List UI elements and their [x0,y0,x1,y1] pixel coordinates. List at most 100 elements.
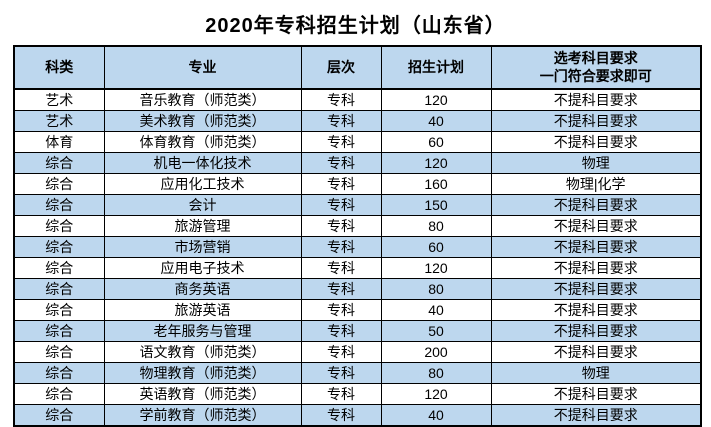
cell-major: 应用化工技术 [103,173,302,195]
cell-category: 综合 [13,257,105,279]
cell-category: 艺术 [13,110,105,132]
header-category: 科类 [13,45,105,90]
cell-major: 体育教育（师范类） [103,131,302,153]
cell-enrollment-plan: 120 [380,257,492,279]
cell-major: 会计 [103,194,302,216]
cell-enrollment-plan: 60 [380,236,492,258]
cell-level: 专科 [300,383,382,405]
cell-enrollment-plan: 80 [380,215,492,237]
cell-level: 专科 [300,404,382,427]
table-row: 综合 英语教育（师范类） 专科 120 不提科目要求 [13,383,702,405]
cell-major: 商务英语 [103,278,302,300]
cell-subject-requirement: 不提科目要求 [490,88,702,111]
cell-category: 综合 [13,194,105,216]
cell-category: 综合 [13,404,105,427]
cell-subject-requirement: 不提科目要求 [490,320,702,342]
cell-major: 旅游英语 [103,299,302,321]
table-row: 体育 体育教育（师范类） 专科 60 不提科目要求 [13,131,702,153]
cell-level: 专科 [300,236,382,258]
cell-major: 音乐教育（师范类） [103,88,302,111]
table-row: 综合 市场营销 专科 60 不提科目要求 [13,236,702,258]
cell-major: 美术教育（师范类） [103,110,302,132]
header-row: 科类 专业 层次 招生计划 选考科目要求 一门符合要求即可 [13,45,702,90]
cell-level: 专科 [300,320,382,342]
cell-enrollment-plan: 150 [380,194,492,216]
table-body: 艺术 音乐教育（师范类） 专科 120 不提科目要求 艺术 美术教育（师范类） 专科 40 不提科… [13,88,702,427]
cell-subject-requirement: 不提科目要求 [490,236,702,258]
cell-subject-requirement: 物理|化学 [490,173,702,195]
cell-subject-requirement: 不提科目要求 [490,194,702,216]
cell-subject-requirement: 物理 [490,152,702,174]
cell-category: 艺术 [13,88,105,111]
cell-level: 专科 [300,88,382,111]
table-row: 艺术 美术教育（师范类） 专科 40 不提科目要求 [13,110,702,132]
cell-category: 综合 [13,320,105,342]
cell-category: 综合 [13,278,105,300]
cell-major: 市场营销 [103,236,302,258]
table-row: 综合 语文教育（师范类） 专科 200 不提科目要求 [13,341,702,363]
table-row: 综合 老年服务与管理 专科 50 不提科目要求 [13,320,702,342]
header-major: 专业 [103,45,302,90]
cell-category: 综合 [13,152,105,174]
cell-level: 专科 [300,215,382,237]
header-subject-requirement: 选考科目要求 一门符合要求即可 [490,45,702,90]
cell-major: 英语教育（师范类） [103,383,302,405]
cell-level: 专科 [300,194,382,216]
cell-subject-requirement: 不提科目要求 [490,299,702,321]
table-row: 艺术 音乐教育（师范类） 专科 120 不提科目要求 [13,88,702,111]
cell-subject-requirement: 不提科目要求 [490,131,702,153]
cell-category: 综合 [13,173,105,195]
cell-enrollment-plan: 40 [380,404,492,427]
cell-subject-requirement: 不提科目要求 [490,383,702,405]
cell-subject-requirement: 不提科目要求 [490,404,702,427]
cell-level: 专科 [300,110,382,132]
cell-category: 综合 [13,236,105,258]
cell-subject-requirement: 不提科目要求 [490,215,702,237]
cell-enrollment-plan: 120 [380,152,492,174]
cell-major: 语文教育（师范类） [103,341,302,363]
table-row: 综合 旅游英语 专科 40 不提科目要求 [13,299,702,321]
cell-major: 老年服务与管理 [103,320,302,342]
cell-level: 专科 [300,278,382,300]
cell-category: 综合 [13,215,105,237]
cell-enrollment-plan: 60 [380,131,492,153]
table-row: 综合 学前教育（师范类） 专科 40 不提科目要求 [13,404,702,427]
cell-major: 应用电子技术 [103,257,302,279]
cell-level: 专科 [300,341,382,363]
table-row: 综合 机电一体化技术 专科 120 物理 [13,152,702,174]
table-row: 综合 商务英语 专科 80 不提科目要求 [13,278,702,300]
cell-major: 旅游管理 [103,215,302,237]
cell-subject-requirement: 不提科目要求 [490,257,702,279]
cell-level: 专科 [300,362,382,384]
table-row: 综合 应用电子技术 专科 120 不提科目要求 [13,257,702,279]
table-row: 综合 会计 专科 150 不提科目要求 [13,194,702,216]
header-level: 层次 [300,45,382,90]
cell-category: 综合 [13,299,105,321]
table-row: 综合 物理教育（师范类） 专科 80 物理 [13,362,702,384]
page-title: 2020年专科招生计划（山东省） [205,15,506,37]
cell-level: 专科 [300,257,382,279]
cell-enrollment-plan: 80 [380,362,492,384]
cell-subject-requirement: 不提科目要求 [490,341,702,363]
cell-major: 机电一体化技术 [103,152,302,174]
cell-subject-requirement: 物理 [490,362,702,384]
cell-major: 物理教育（师范类） [103,362,302,384]
cell-enrollment-plan: 200 [380,341,492,363]
cell-level: 专科 [300,152,382,174]
enrollment-plan-table: 科类 专业 层次 招生计划 选考科目要求 一门符合要求即可 艺术 音乐教育（师范类… [13,45,702,427]
cell-enrollment-plan: 120 [380,88,492,111]
cell-category: 综合 [13,383,105,405]
header-enrollment-plan: 招生计划 [380,45,492,90]
cell-level: 专科 [300,131,382,153]
cell-level: 专科 [300,173,382,195]
cell-subject-requirement: 不提科目要求 [490,278,702,300]
cell-enrollment-plan: 40 [380,299,492,321]
cell-category: 体育 [13,131,105,153]
cell-subject-requirement: 不提科目要求 [490,110,702,132]
cell-major: 学前教育（师范类） [103,404,302,427]
cell-enrollment-plan: 120 [380,383,492,405]
cell-category: 综合 [13,362,105,384]
cell-enrollment-plan: 50 [380,320,492,342]
cell-category: 综合 [13,341,105,363]
